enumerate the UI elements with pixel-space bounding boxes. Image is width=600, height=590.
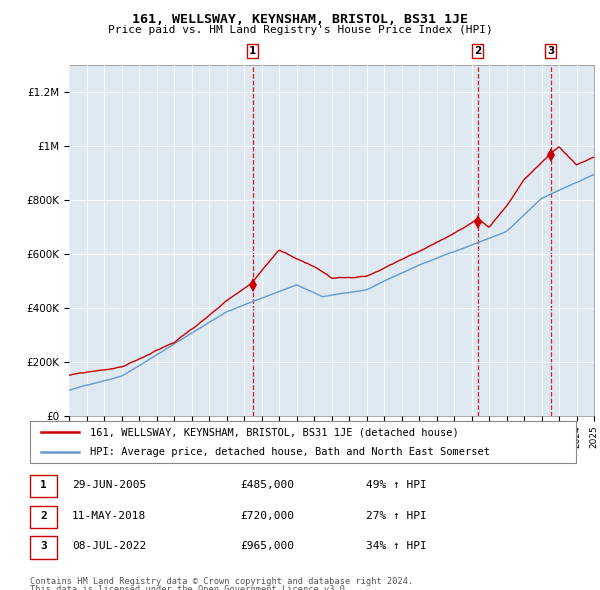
Text: 34% ↑ HPI: 34% ↑ HPI <box>366 542 427 551</box>
Text: £965,000: £965,000 <box>240 542 294 551</box>
Text: HPI: Average price, detached house, Bath and North East Somerset: HPI: Average price, detached house, Bath… <box>90 447 490 457</box>
Text: 3: 3 <box>547 46 554 56</box>
Text: 161, WELLSWAY, KEYNSHAM, BRISTOL, BS31 1JE (detached house): 161, WELLSWAY, KEYNSHAM, BRISTOL, BS31 1… <box>90 427 459 437</box>
Text: £720,000: £720,000 <box>240 511 294 520</box>
Text: 1: 1 <box>249 46 256 56</box>
Text: 29-JUN-2005: 29-JUN-2005 <box>72 480 146 490</box>
Text: 1: 1 <box>40 480 47 490</box>
Text: 2: 2 <box>40 511 47 520</box>
Text: This data is licensed under the Open Government Licence v3.0.: This data is licensed under the Open Gov… <box>30 585 350 590</box>
Text: 3: 3 <box>40 542 47 551</box>
Text: Price paid vs. HM Land Registry's House Price Index (HPI): Price paid vs. HM Land Registry's House … <box>107 25 493 35</box>
Text: £485,000: £485,000 <box>240 480 294 490</box>
Text: 27% ↑ HPI: 27% ↑ HPI <box>366 511 427 520</box>
Text: 11-MAY-2018: 11-MAY-2018 <box>72 511 146 520</box>
Text: Contains HM Land Registry data © Crown copyright and database right 2024.: Contains HM Land Registry data © Crown c… <box>30 577 413 586</box>
Text: 161, WELLSWAY, KEYNSHAM, BRISTOL, BS31 1JE: 161, WELLSWAY, KEYNSHAM, BRISTOL, BS31 1… <box>132 13 468 26</box>
Text: 08-JUL-2022: 08-JUL-2022 <box>72 542 146 551</box>
Text: 2: 2 <box>474 46 481 56</box>
Text: 49% ↑ HPI: 49% ↑ HPI <box>366 480 427 490</box>
